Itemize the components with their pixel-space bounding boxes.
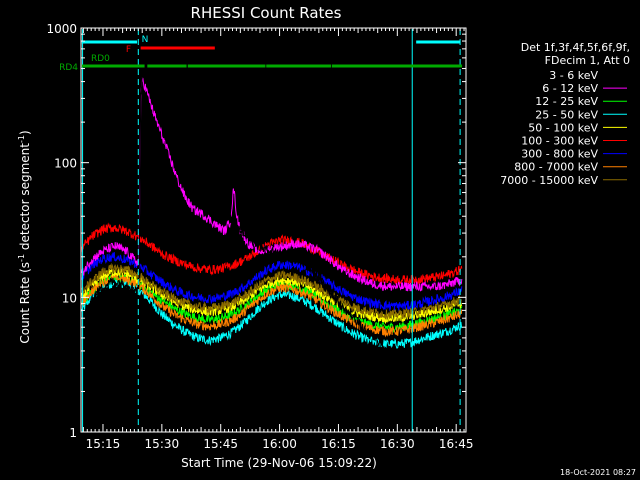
legend-label-7: 800 - 7000 keV [514,161,598,174]
legend-label-6: 300 - 800 keV [521,148,598,161]
legend: Det 1f,3f,4f,5f,6f,9f, FDecim 1, Att 0 3… [500,41,630,187]
flag-label-rd0: RD0 [91,54,110,64]
flag-label-n: N [142,35,149,45]
axis-ticks: 1000 100 10 1 15:15 15:30 15:45 16:00 16:15 16:30… [46,22,473,451]
x-tick-label-0: 15:15 [86,437,121,451]
flag-label-rd4: RD4 [59,63,78,73]
x-tick-label-3: 16:00 [262,437,297,451]
series-line-3 [81,278,463,349]
plot-border [80,27,467,433]
legend-label-8: 7000 - 15000 keV [500,174,598,187]
y-axis-label: Count Rate (s-1 detector segment-1) [17,130,32,343]
flag-label-f: F [126,45,131,55]
series-line-7 [81,273,463,338]
x-tick-label-1: 15:30 [145,437,180,451]
legend-header-line-1: Det 1f,3f,4f,5f,6f,9f, [521,41,630,54]
x-tick-label-2: 15:45 [203,437,238,451]
time-markers [82,29,461,432]
x-axis-label: Start Time (29-Nov-06 15:09:22) [181,456,377,470]
x-tick-label-6: 16:45 [439,437,474,451]
series-line-6 [81,252,463,312]
x-tick-label-4: 16:15 [321,437,356,451]
legend-label-4: 50 - 100 keV [528,121,598,134]
legend-label-1: 6 - 12 keV [542,82,598,95]
series-line-4 [81,267,463,325]
legend-header-line-2: FDecim 1, Att 0 [545,54,630,67]
footer-timestamp: 18-Oct-2021 08:27 [560,468,636,477]
legend-label-2: 12 - 25 keV [535,95,598,108]
y-tick-label-1: 100 [54,157,77,171]
series-line-0 [81,67,462,366]
y-tick-label-0: 1000 [46,22,77,36]
chart-title: RHESSI Count Rates [191,4,342,22]
y-tick-label-2: 10 [62,291,77,305]
plot-frame [80,27,467,433]
x-tick-label-5: 16:30 [380,437,415,451]
data-lines [81,67,463,366]
legend-label-3: 25 - 50 keV [535,108,598,121]
legend-label-0: 3 - 6 keV [549,69,598,82]
series-line-8 [81,262,463,321]
flag-bars: N F RD0 RD4 [59,35,463,73]
y-tick-label-3: 1 [69,426,77,440]
legend-label-5: 100 - 300 keV [521,135,598,148]
series-line-1 [81,77,463,292]
